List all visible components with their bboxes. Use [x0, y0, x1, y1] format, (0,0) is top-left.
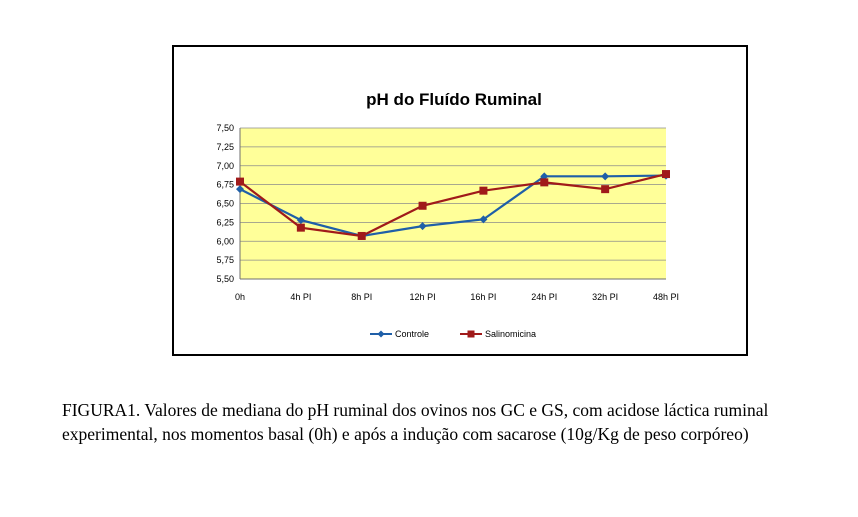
legend-label: Salinomicina	[485, 329, 536, 339]
data-point-salinomicina	[601, 185, 610, 194]
data-point-controle	[479, 215, 488, 224]
series-line-controle	[239, 174, 667, 238]
data-point-salinomicina	[418, 201, 427, 210]
legend-marker-controle	[377, 330, 385, 338]
data-point-salinomicina	[662, 170, 670, 179]
data-point-salinomicina	[236, 177, 244, 186]
data-point-salinomicina	[479, 186, 488, 195]
y-tick-label: 5,50	[216, 274, 234, 284]
y-tick-label: 7,00	[216, 161, 234, 171]
y-tick-label: 7,50	[216, 123, 234, 133]
x-tick-label: 0h	[235, 292, 245, 302]
x-tick-label: 4h PI	[290, 292, 311, 302]
data-point-controle	[601, 172, 610, 181]
data-point-controle	[236, 185, 244, 194]
series-line-salinomicina	[239, 172, 667, 238]
y-tick-label: 7,25	[216, 142, 234, 152]
x-tick-label: 16h PI	[470, 292, 496, 302]
data-point-salinomicina	[540, 178, 549, 187]
x-tick-label: 48h PI	[653, 292, 679, 302]
x-tick-label: 12h PI	[410, 292, 436, 302]
y-tick-label: 6,00	[216, 236, 234, 246]
line-chart: pH do Fluído Ruminal 5,50 5,75 6,00 6,25 6,50…	[216, 90, 679, 339]
x-tick-label: 24h PI	[531, 292, 557, 302]
data-point-salinomicina	[357, 231, 366, 240]
data-point-controle	[418, 222, 427, 231]
y-tick-label: 5,75	[216, 255, 234, 265]
legend-marker-salinomicina	[467, 330, 475, 338]
data-point-controle	[540, 172, 549, 181]
chart-title: pH do Fluído Ruminal	[366, 90, 542, 109]
y-tick-label: 6,75	[216, 180, 234, 190]
data-point-controle	[296, 216, 305, 225]
data-point-salinomicina	[296, 223, 305, 232]
x-tick-label: 32h PI	[592, 292, 618, 302]
y-tick-label: 6,25	[216, 217, 234, 227]
chart-frame: pH do Fluído Ruminal 5,50 5,75 6,00 6,25 6,50…	[172, 45, 748, 356]
y-tick-label: 6,50	[216, 199, 234, 209]
figure-caption: FIGURA1. Valores de mediana do pH rumina…	[62, 400, 769, 444]
legend-label: Controle	[395, 329, 429, 339]
x-tick-label: 8h PI	[351, 292, 372, 302]
